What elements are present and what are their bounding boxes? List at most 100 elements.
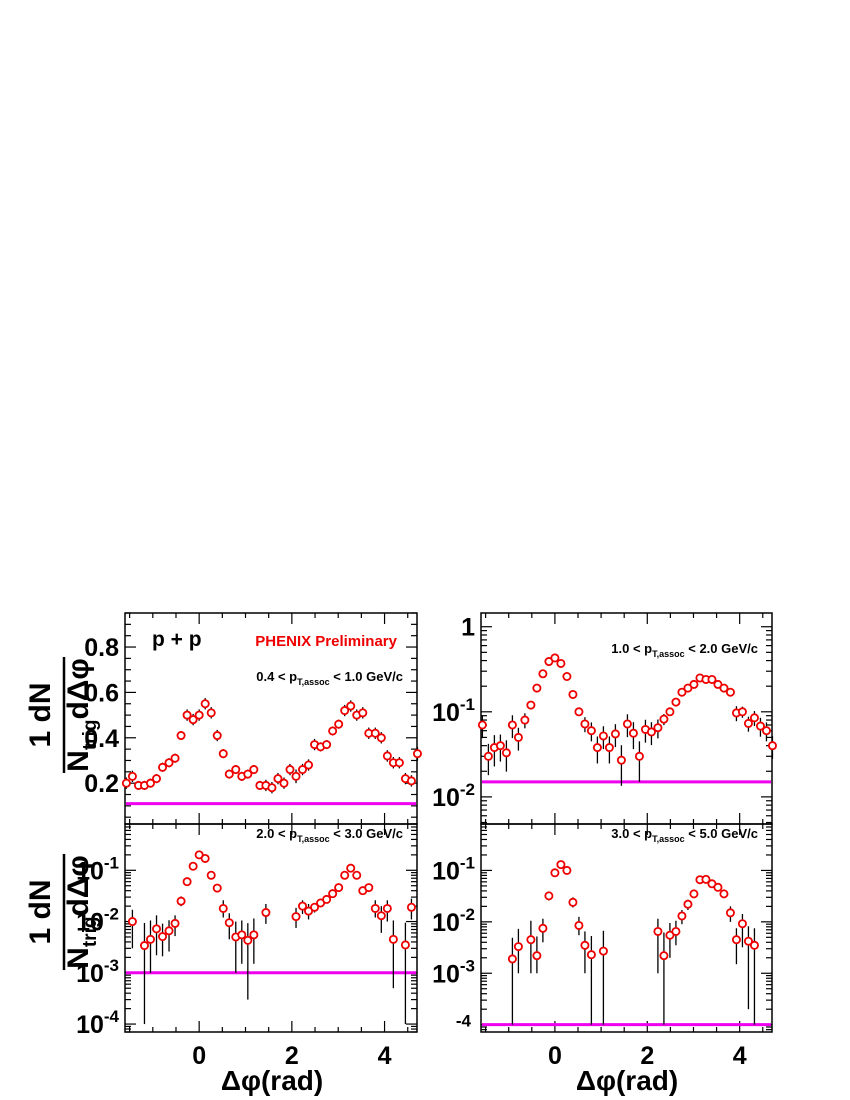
x-tick-label: 2 [640, 1042, 654, 1070]
data-point [291, 912, 301, 922]
data-point [677, 911, 687, 921]
data-point [182, 710, 192, 720]
y-tick-label: 10-4 [76, 1007, 119, 1039]
data-point [249, 930, 259, 940]
data-point [568, 689, 578, 699]
data-point [328, 889, 338, 899]
data-point [273, 774, 283, 784]
y-tick-label: 10-1 [432, 853, 475, 885]
data-point [677, 687, 687, 697]
data-point [598, 731, 608, 741]
data-point [719, 889, 729, 899]
data-point [634, 751, 644, 761]
data-point [322, 740, 332, 750]
data-point [212, 883, 222, 893]
data-point [507, 954, 517, 964]
y-tick-label: 10-3 [432, 956, 475, 988]
y-tick-label: 10-2 [432, 780, 475, 812]
data-point [267, 783, 277, 793]
data-point [610, 729, 620, 739]
data-point [394, 758, 404, 768]
chart-panels: 0.2 0.4 0.6 0.8 0.4 < pT,assoc < 1.0 GeV/c p … [76, 612, 777, 1070]
data-point [170, 918, 180, 928]
data-point [328, 726, 338, 736]
data-point [376, 911, 386, 921]
data-point [574, 920, 584, 930]
data-point [659, 951, 669, 961]
data-point [622, 719, 632, 729]
data-point [592, 743, 602, 753]
data-point [665, 707, 675, 717]
data-point [237, 930, 247, 940]
data-point [388, 934, 398, 944]
data-point [382, 751, 392, 761]
data-point [249, 765, 259, 775]
data-point [580, 940, 590, 950]
data-point [346, 863, 356, 873]
x-tick-label: 2 [285, 1042, 299, 1070]
data-point [212, 731, 222, 741]
y-tick-label: 0.2 [84, 770, 119, 798]
data-point [406, 902, 416, 912]
data-point [194, 710, 204, 720]
chart-panel-bottom-right: 0 2 4 10-3 10-2 10-1 -4 3.0 < pT,assoc < 5.0 Ge… [432, 823, 773, 1070]
data-point [176, 896, 186, 906]
data-point [477, 720, 487, 730]
x-axis-label-left: Δφ(rad) [221, 1065, 323, 1096]
data-point [352, 870, 362, 880]
system-label: p + p [152, 628, 202, 651]
data-point [719, 683, 729, 693]
data-point [127, 771, 137, 781]
panel-frame [124, 823, 418, 1033]
data-point [604, 743, 614, 753]
y-tick-label: 1 [461, 614, 475, 642]
y-axis-label-top: 1 dN NtrigdΔφ [24, 657, 101, 773]
data-point [127, 917, 137, 927]
data-point [224, 769, 234, 779]
data-point [243, 769, 253, 779]
data-point [200, 699, 210, 709]
pt-range-label: 0.4 < pT,assoc < 1.0 GeV/c [256, 669, 403, 687]
data-point [218, 749, 228, 759]
data-point [646, 727, 656, 737]
data-point [152, 924, 162, 934]
data-point [689, 679, 699, 689]
data-point [406, 776, 416, 786]
data-point [412, 749, 422, 759]
pt-range-label: 2.0 < pT,assoc < 3.0 GeV/c [256, 826, 403, 844]
data-point [145, 934, 155, 944]
data-point [340, 706, 350, 716]
data-point [731, 935, 741, 945]
data-point [513, 732, 523, 742]
data-point [556, 860, 566, 870]
data-point [737, 707, 747, 717]
data-point [145, 778, 155, 788]
data-point [139, 941, 149, 951]
data-point [495, 741, 505, 751]
data-point [683, 899, 693, 909]
data-point [713, 882, 723, 892]
data-point [158, 762, 168, 772]
data-point [749, 713, 759, 723]
data-point [400, 940, 410, 950]
data-point [526, 700, 536, 710]
data-point [298, 765, 308, 775]
data-point [188, 715, 198, 725]
data-point [550, 653, 560, 663]
y-tick-label: 10-3 [76, 956, 119, 988]
data-point [507, 720, 517, 730]
data-point [291, 771, 301, 781]
data-point [725, 908, 735, 918]
data-point [749, 940, 759, 950]
data-point [206, 870, 216, 880]
data-point [501, 748, 511, 758]
x-tick-label: 0 [192, 1042, 206, 1070]
y-axis-label-bottom: 1 dN NtrigdΔφ [24, 854, 101, 970]
data-point [689, 889, 699, 899]
data-point [586, 726, 596, 736]
data-point [671, 926, 681, 936]
data-point [574, 707, 584, 717]
data-point [176, 731, 186, 741]
data-point [158, 932, 168, 942]
